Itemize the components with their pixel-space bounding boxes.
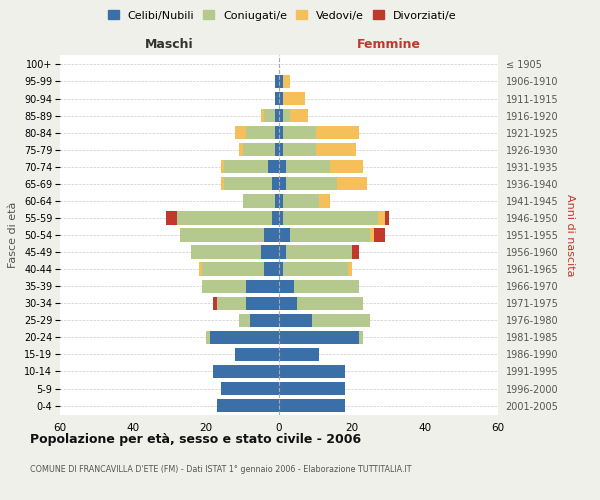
Bar — [224, 160, 268, 173]
Bar — [330, 160, 363, 173]
Bar — [209, 330, 279, 344]
Bar — [283, 194, 319, 207]
Bar — [374, 228, 385, 241]
Bar — [275, 109, 279, 122]
Bar — [206, 330, 209, 344]
Bar — [286, 177, 337, 190]
Bar — [265, 228, 279, 241]
Bar — [316, 143, 356, 156]
Bar — [352, 246, 359, 258]
Y-axis label: Fasce di età: Fasce di età — [8, 202, 19, 268]
Bar — [272, 177, 279, 190]
Bar — [275, 143, 279, 156]
Bar — [279, 296, 297, 310]
Bar — [279, 228, 290, 241]
Bar — [279, 280, 293, 293]
Bar — [312, 314, 370, 327]
Bar — [283, 143, 316, 156]
Text: Femmine: Femmine — [356, 38, 421, 51]
Bar — [265, 109, 275, 122]
Bar — [279, 365, 344, 378]
Bar — [283, 92, 305, 105]
Bar — [272, 212, 279, 224]
Bar — [242, 194, 275, 207]
Y-axis label: Anni di nascita: Anni di nascita — [565, 194, 575, 276]
Bar — [275, 92, 279, 105]
Bar — [377, 212, 385, 224]
Bar — [275, 194, 279, 207]
Text: COMUNE DI FRANCAVILLA D'ETE (FM) - Dati ISTAT 1° gennaio 2006 - Elaborazione TUT: COMUNE DI FRANCAVILLA D'ETE (FM) - Dati … — [30, 466, 412, 474]
Bar — [385, 212, 389, 224]
Bar — [242, 143, 275, 156]
Bar — [217, 399, 279, 412]
Bar — [279, 399, 344, 412]
Bar — [319, 194, 330, 207]
Bar — [290, 228, 370, 241]
Bar — [349, 262, 352, 276]
Bar — [290, 109, 308, 122]
Bar — [283, 75, 290, 88]
Bar — [217, 296, 246, 310]
Bar — [279, 212, 283, 224]
Bar — [279, 143, 283, 156]
Bar — [235, 126, 246, 140]
Bar — [337, 177, 367, 190]
Bar — [279, 194, 283, 207]
Bar — [199, 262, 202, 276]
Bar — [246, 280, 279, 293]
Bar — [235, 348, 279, 361]
Bar — [221, 382, 279, 395]
Bar — [279, 348, 319, 361]
Bar — [239, 314, 250, 327]
Bar — [214, 296, 217, 310]
Bar — [181, 228, 265, 241]
Bar — [221, 177, 224, 190]
Bar — [214, 365, 279, 378]
Text: Maschi: Maschi — [145, 38, 194, 51]
Bar — [268, 160, 279, 173]
Bar — [279, 314, 312, 327]
Bar — [279, 92, 283, 105]
Bar — [293, 280, 359, 293]
Bar — [191, 246, 261, 258]
Bar — [202, 280, 246, 293]
Bar — [250, 314, 279, 327]
Bar — [224, 177, 272, 190]
Bar — [283, 262, 349, 276]
Bar — [279, 126, 283, 140]
Bar — [286, 246, 352, 258]
Bar — [286, 160, 330, 173]
Bar — [279, 382, 344, 395]
Bar — [166, 212, 177, 224]
Bar — [177, 212, 272, 224]
Text: Popolazione per età, sesso e stato civile - 2006: Popolazione per età, sesso e stato civil… — [30, 432, 361, 446]
Bar — [279, 160, 286, 173]
Bar — [261, 246, 279, 258]
Bar — [279, 262, 283, 276]
Bar — [265, 262, 279, 276]
Bar — [370, 228, 374, 241]
Bar — [279, 246, 286, 258]
Bar — [283, 109, 290, 122]
Bar — [261, 109, 265, 122]
Bar — [283, 126, 316, 140]
Bar — [297, 296, 363, 310]
Legend: Celibi/Nubili, Coniugati/e, Vedovi/e, Divorziati/e: Celibi/Nubili, Coniugati/e, Vedovi/e, Di… — [106, 8, 458, 23]
Bar — [275, 126, 279, 140]
Bar — [279, 75, 283, 88]
Bar — [202, 262, 265, 276]
Bar — [246, 126, 275, 140]
Bar — [246, 296, 279, 310]
Bar — [239, 143, 242, 156]
Bar — [279, 330, 359, 344]
Bar — [279, 177, 286, 190]
Bar — [359, 330, 363, 344]
Bar — [279, 109, 283, 122]
Bar — [275, 75, 279, 88]
Bar — [283, 212, 377, 224]
Bar — [221, 160, 224, 173]
Bar — [316, 126, 359, 140]
